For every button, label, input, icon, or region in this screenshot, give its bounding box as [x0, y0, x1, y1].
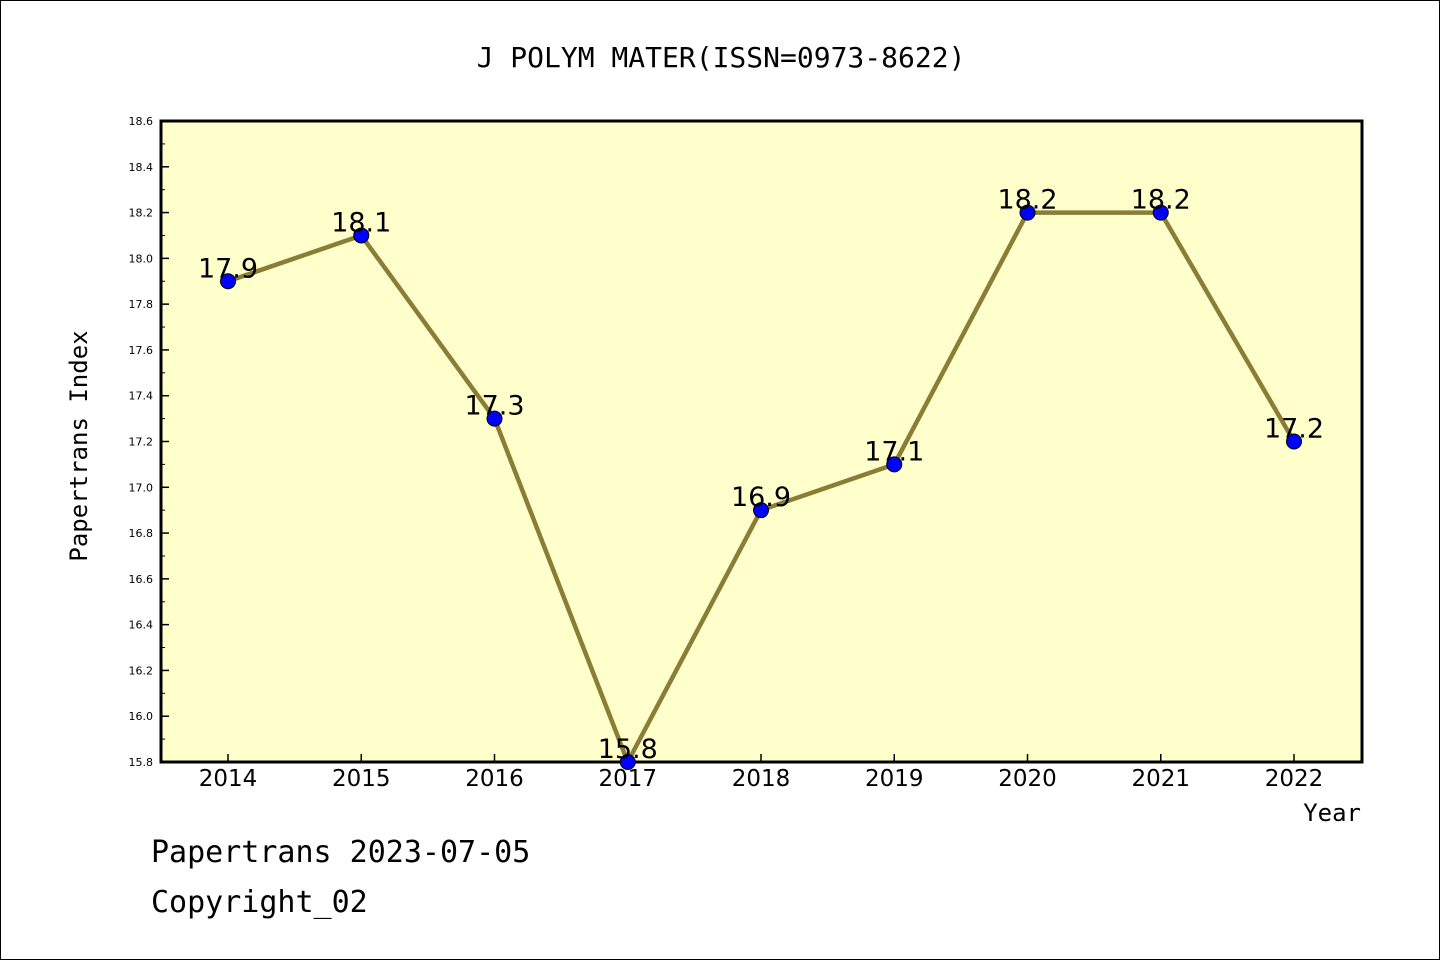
y-tick-label: 16.4 [129, 619, 154, 632]
data-label: 17.3 [464, 391, 524, 422]
x-tick-label: 2018 [732, 766, 791, 792]
y-tick-label: 17.0 [129, 481, 154, 494]
y-tick-label: 18.2 [129, 207, 154, 220]
y-axis-ticks: 15.8 16.0 16.2 16.4 16.6 16.8 17.0 17.2 17.4 17.6… [129, 115, 169, 769]
y-tick-label: 15.8 [129, 756, 154, 769]
y-tick-label: 16.0 [129, 710, 154, 723]
x-tick-label: 2022 [1265, 766, 1324, 792]
y-tick-label: 17.8 [129, 298, 154, 311]
y-axis-label: Papertrans Index [65, 330, 93, 561]
data-point [1152, 204, 1169, 221]
y-tick-label: 18.6 [129, 115, 154, 128]
series-layer [220, 204, 1302, 770]
data-point [753, 502, 769, 519]
y-tick-label: 16.8 [129, 527, 154, 540]
data-point [220, 273, 236, 290]
data-label: 17.1 [864, 436, 924, 467]
x-tick-label: 2020 [998, 766, 1057, 792]
y-tick-label: 17.2 [129, 436, 154, 449]
data-label: 16.9 [731, 482, 791, 513]
x-axis-label: Year [1303, 799, 1361, 827]
footer-date-text: Papertrans 2023-07-05 [151, 835, 531, 870]
y-tick-label: 18.0 [129, 252, 154, 265]
data-label: 18.2 [997, 185, 1057, 216]
data-point [1286, 433, 1302, 450]
x-tick-label: 2015 [332, 766, 391, 792]
data-point [353, 227, 370, 244]
x-tick-label: 2014 [199, 766, 258, 792]
y-tick-label: 16.2 [129, 664, 154, 677]
x-tick-label: 2021 [1131, 766, 1190, 792]
data-labels: 17.9 18.1 17.3 15.8 16.9 17.1 18.2 18.2 17.2 [198, 185, 1324, 765]
data-label: 15.8 [598, 734, 658, 765]
x-tick-label: 2016 [465, 766, 524, 792]
data-point [1019, 204, 1036, 221]
data-label: 18.2 [1131, 185, 1191, 216]
x-tick-label: 2017 [598, 766, 657, 792]
y-tick-label: 16.6 [129, 573, 154, 586]
data-point [486, 410, 503, 427]
data-label: 17.9 [198, 253, 258, 284]
chart-title: J POLYM MATER(ISSN=0973-8622) [477, 41, 966, 74]
y-tick-label: 17.4 [129, 390, 154, 403]
y-tick-label: 18.4 [129, 161, 154, 174]
footer-copyright-text: Copyright_02 [151, 885, 368, 920]
data-point [619, 754, 636, 770]
data-point [886, 456, 903, 473]
x-tick-label: 2019 [865, 766, 924, 792]
data-label: 17.2 [1264, 414, 1324, 445]
x-axis-ticks: 2014 2015 2016 2017 2018 2019 2020 2021 2022 [199, 754, 1324, 792]
y-tick-label: 17.6 [129, 344, 154, 357]
data-label: 18.1 [331, 207, 391, 238]
